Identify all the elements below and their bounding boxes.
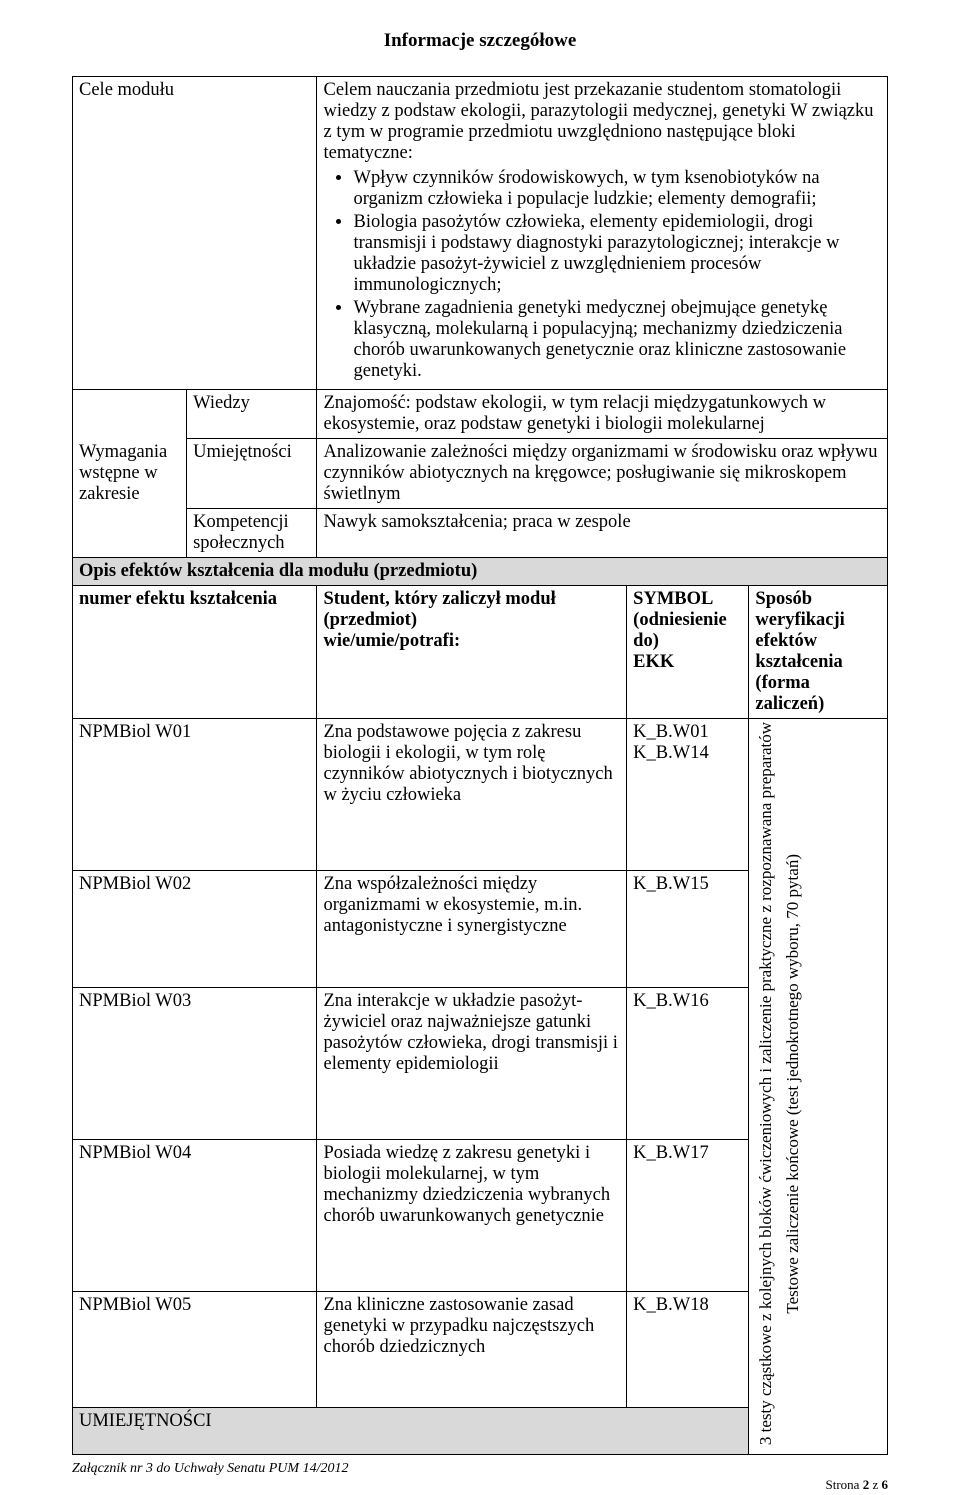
col-numer-text: numer efektu kształcenia [79, 589, 277, 610]
effect-desc: Zna kliniczne zastosowanie zasad genetyk… [317, 1291, 627, 1408]
wym-desc: Nawyk samokształcenia; praca w zespole [317, 509, 888, 558]
page-title: Informacje szczegółowe [72, 30, 888, 52]
col-symbol-text: SYMBOL (odniesienie do) EKK [633, 589, 742, 673]
wym-cat: Umiejętności [187, 439, 317, 509]
effect-symbol: K_B.W16 [627, 987, 749, 1139]
col-student-text: Student, który zaliczył moduł (przedmiot… [323, 589, 620, 652]
effect-code: NPMBiol W02 [73, 870, 317, 987]
effect-desc: Zna interakcje w układzie pasożyt-żywici… [317, 987, 627, 1139]
effect-desc: Zna współzależności między organizmami w… [317, 870, 627, 987]
bullet-item: Biologia pasożytów człowieka, elementy e… [353, 212, 881, 296]
wym-desc: Analizowanie zależności między organizma… [317, 439, 888, 509]
vert-text-2: Testowe zaliczenie końcowe (test jednokr… [782, 854, 804, 1314]
col-symbol: SYMBOL (odniesienie do) EKK [627, 586, 749, 719]
effect-code: NPMBiol W03 [73, 987, 317, 1139]
effect-symbol: K_B.W15 [627, 870, 749, 987]
bullet-item: Wybrane zagadnienia genetyki medycznej o… [353, 298, 881, 382]
verification-cell: 3 testy cząstkowe z kolejnych bloków ćwi… [749, 719, 888, 1455]
wymagania-label: Wymagania wstępne w zakresie [73, 390, 187, 558]
footer-right: Strona 2 z 6 [826, 1477, 888, 1493]
wym-desc: Znajomość: podstaw ekologii, w tym relac… [317, 390, 888, 439]
col-sposob-text: Sposób weryfikacji efektów kształcenia (… [755, 589, 881, 715]
effect-desc: Zna podstawowe pojęcia z zakresu biologi… [317, 719, 627, 871]
effect-symbol: K_B.W01 K_B.W14 [627, 719, 749, 871]
page-num: 2 [863, 1477, 870, 1492]
effect-desc: Posiada wiedzę z zakresu genetyki i biol… [317, 1139, 627, 1291]
col-student: Student, który zaliczył moduł (przedmiot… [317, 586, 627, 719]
vert-text-1: 3 testy cząstkowe z kolejnych bloków ćwi… [755, 722, 777, 1445]
effect-code: NPMBiol W05 [73, 1291, 317, 1408]
wym-cat: Wiedzy [187, 390, 317, 439]
effect-code: NPMBiol W01 [73, 719, 317, 871]
effect-symbol: K_B.W17 [627, 1139, 749, 1291]
cele-label: Cele modułu [73, 77, 317, 390]
col-numer: numer efektu kształcenia [73, 586, 317, 719]
cele-intro: Celem nauczania przedmiotu jest przekaza… [323, 80, 873, 163]
cele-bullets: Wpływ czynników środowiskowych, w tym ks… [323, 168, 881, 382]
effect-code: NPMBiol W04 [73, 1139, 317, 1291]
umiej-header: UMIEJĘTNOŚCI [73, 1408, 749, 1455]
main-table: Cele modułu Celem nauczania przedmiotu j… [72, 76, 888, 1455]
col-sposob: Sposób weryfikacji efektów kształcenia (… [749, 586, 888, 719]
cele-content: Celem nauczania przedmiotu jest przekaza… [317, 77, 888, 390]
effect-symbol: K_B.W18 [627, 1291, 749, 1408]
bullet-item: Wpływ czynników środowiskowych, w tym ks… [353, 168, 881, 210]
page-total: 6 [882, 1477, 889, 1492]
footer-left: Załącznik nr 3 do Uchwały Senatu PUM 14/… [72, 1461, 888, 1477]
wym-cat: Kompetencji społecznych [187, 509, 317, 558]
opis-header: Opis efektów kształcenia dla modułu (prz… [73, 558, 888, 586]
